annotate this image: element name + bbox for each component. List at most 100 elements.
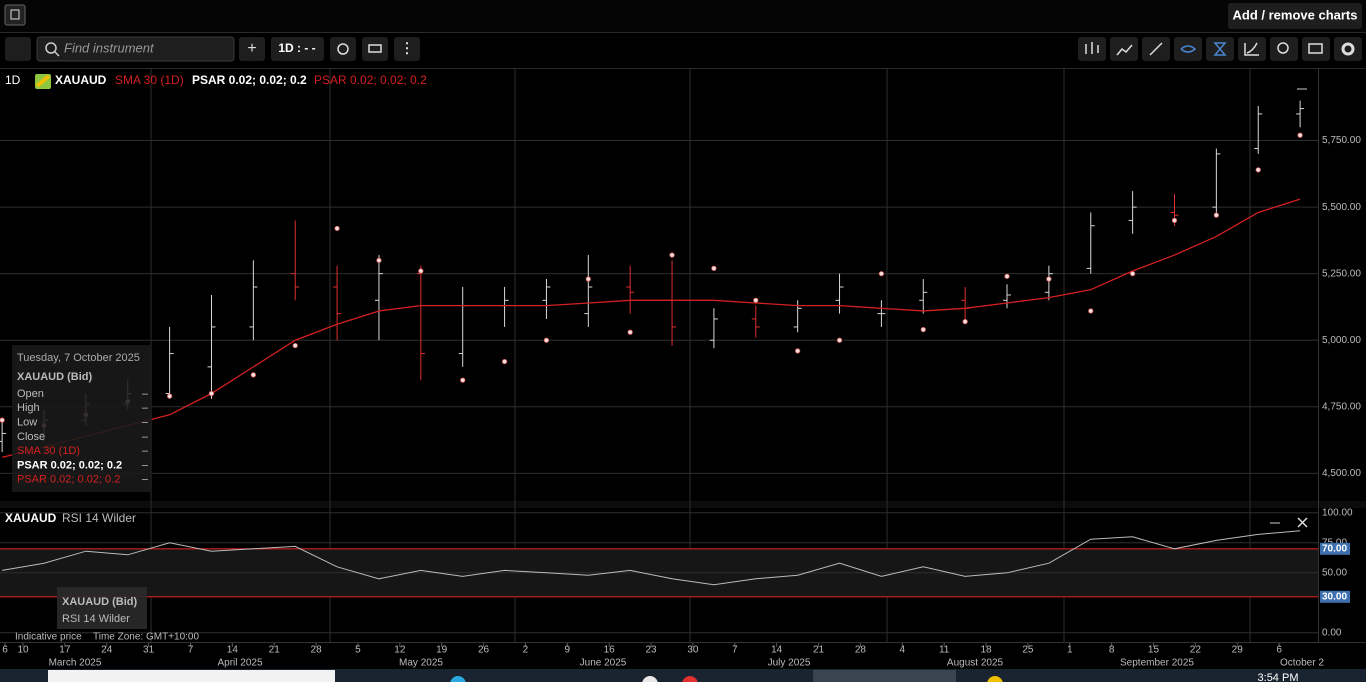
rsi-legend-instrument: XAUAUD	[5, 511, 57, 525]
psar-dot	[795, 348, 801, 354]
tool-icons	[1085, 42, 1355, 56]
search-box[interactable]	[36, 36, 235, 62]
instrument-icon	[35, 74, 51, 88]
x-tick-label: 21	[813, 645, 825, 656]
x-tick-label: 14	[771, 645, 783, 656]
footer-note: Indicative price	[15, 632, 82, 643]
taskbar-time: 3:54 PM	[1258, 672, 1299, 682]
psar-dot	[376, 257, 382, 263]
tooltip-label: High	[17, 402, 40, 414]
tooltip-value: –	[142, 474, 149, 486]
psar-dot	[1297, 132, 1303, 138]
x-tick-label: 30	[687, 645, 699, 656]
tool-icon	[1085, 42, 1099, 54]
rsi-legend-indicator: RSI 14 Wilder	[62, 511, 136, 525]
add-remove-label: Add / remove charts	[1233, 7, 1358, 22]
taskbar-icon[interactable]	[450, 676, 466, 682]
level-label-bg	[1320, 590, 1350, 603]
snapshot-button[interactable]	[1302, 37, 1330, 61]
refresh-button[interactable]	[330, 37, 356, 61]
tooltip-value: –	[142, 431, 149, 443]
tool-icon	[1341, 42, 1355, 56]
taskbar-search[interactable]	[48, 670, 335, 682]
month-label: August 2025	[947, 658, 1004, 669]
more-button[interactable]	[394, 37, 420, 61]
charts: 4,500.00 4,750.00 5,000.00 5,250.00 5,500.00…	[0, 69, 1366, 669]
x-tick-label: 22	[1190, 645, 1202, 656]
interval-button[interactable]	[271, 37, 324, 61]
x-tick-label: 5	[355, 645, 361, 656]
x-tick-label: 29	[1232, 645, 1244, 656]
month-label: October 2	[1280, 658, 1324, 669]
tooltip-label: PSAR 0.02; 0.02; 0.2	[17, 459, 122, 471]
psar-dot	[208, 390, 215, 397]
zoom-button[interactable]	[1270, 37, 1298, 61]
month-label: April 2025	[217, 658, 262, 669]
tooltip-value: –	[142, 445, 149, 457]
overlay: 1D XAUAUD SMA 30 (1D) PSAR 0.02; 0.02; 0…	[0, 73, 1366, 682]
menu-button[interactable]	[4, 4, 26, 26]
tool-button[interactable]	[1110, 37, 1138, 61]
psar-dot	[669, 252, 675, 258]
tool-buttons	[1078, 37, 1362, 61]
settings-button[interactable]	[1334, 37, 1362, 61]
taskbar	[0, 669, 1366, 682]
legend-psar-red: PSAR 0.02; 0.02; 0.2	[314, 73, 427, 87]
month-label: September 2025	[1120, 658, 1194, 669]
x-tick-label: 6	[2, 645, 8, 656]
menu-icon	[10, 9, 20, 20]
y-tick-label: 4,500.00	[1322, 468, 1361, 479]
close-icon[interactable]	[1297, 517, 1308, 528]
taskbar-icon[interactable]	[987, 676, 1003, 682]
taskbar-item[interactable]	[813, 670, 956, 682]
link-button[interactable]	[5, 37, 31, 61]
tool-button[interactable]	[1174, 37, 1202, 61]
psar-dot	[1255, 167, 1261, 173]
psar-dot	[1171, 217, 1178, 224]
legend-interval: 1D	[5, 73, 21, 87]
psar-dot	[0, 417, 5, 423]
search-placeholder: Find instrument	[64, 40, 155, 55]
x-tick-label: 8	[1109, 645, 1115, 656]
psar-dot	[962, 319, 968, 325]
top-bar	[0, 0, 1366, 32]
level-label: 70.00	[1322, 543, 1347, 554]
x-tick-label: 1	[1067, 645, 1073, 656]
rsi-tooltip-indicator: RSI 14 Wilder	[62, 613, 130, 625]
psar-dot	[1130, 271, 1136, 277]
x-tick-label: 12	[394, 645, 406, 656]
x-tick-label: 16	[604, 645, 616, 656]
x-tick-label: 4	[899, 645, 905, 656]
month-label: May 2025	[399, 658, 443, 669]
interval-label: 1D : - -	[278, 41, 315, 55]
month-label: July 2025	[768, 658, 811, 669]
taskbar-icon[interactable]	[682, 676, 698, 682]
rsi-tooltip	[57, 587, 147, 629]
taskbar-icon[interactable]	[642, 676, 658, 682]
x-tick-label: 10	[17, 645, 29, 656]
x-tick-label: 25	[1022, 645, 1034, 656]
add-remove-button[interactable]	[1228, 3, 1362, 29]
x-tick-label: 28	[855, 645, 867, 656]
tooltip-value: –	[142, 388, 149, 400]
y-tick-label: 5,250.00	[1322, 268, 1361, 279]
add-icon: +	[247, 40, 256, 57]
y-tick-label: 5,750.00	[1322, 135, 1361, 146]
psar-dot	[920, 326, 926, 333]
x-tick-label: 14	[227, 645, 239, 656]
psar-dot	[501, 358, 508, 365]
tooltip-label: Close	[17, 431, 45, 443]
tooltip-rows: Open – High – Low – Close – SMA 30 (1D) – PSAR 0.0…	[17, 388, 149, 486]
tooltip-label: Low	[17, 417, 37, 429]
psar-dot	[585, 276, 591, 282]
layout-button[interactable]	[362, 37, 388, 61]
month-label: June 2025	[580, 658, 627, 669]
refresh-icon	[337, 43, 349, 55]
psar-dot	[627, 329, 633, 335]
add-button[interactable]	[239, 37, 265, 61]
x-tick-label: 31	[143, 645, 155, 656]
y-tick-label: 50.00	[1322, 567, 1347, 578]
search-icon	[54, 51, 60, 57]
x-tick-label: 9	[565, 645, 571, 656]
